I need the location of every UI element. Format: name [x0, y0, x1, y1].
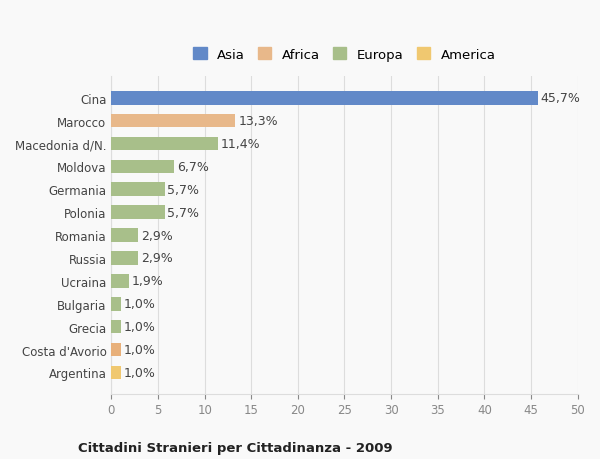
Text: 1,0%: 1,0%	[124, 297, 155, 311]
Text: 6,7%: 6,7%	[176, 161, 209, 174]
Bar	[112, 160, 174, 174]
Bar	[112, 252, 139, 265]
Bar	[112, 206, 164, 219]
Bar	[112, 366, 121, 380]
Legend: Asia, Africa, Europa, America: Asia, Africa, Europa, America	[188, 43, 501, 67]
Bar	[112, 137, 218, 151]
Text: 2,9%: 2,9%	[141, 252, 173, 265]
Bar	[112, 274, 129, 288]
Bar	[112, 320, 121, 334]
Bar	[112, 297, 121, 311]
Text: 11,4%: 11,4%	[220, 138, 260, 151]
Bar	[112, 92, 538, 106]
Bar	[112, 114, 235, 128]
Text: 13,3%: 13,3%	[238, 115, 278, 128]
Bar	[112, 183, 164, 197]
Bar	[112, 343, 121, 357]
Text: 1,0%: 1,0%	[124, 343, 155, 356]
Text: 1,0%: 1,0%	[124, 320, 155, 333]
Text: Cittadini Stranieri per Cittadinanza - 2009: Cittadini Stranieri per Cittadinanza - 2…	[78, 441, 392, 453]
Text: 45,7%: 45,7%	[541, 92, 580, 105]
Text: 5,7%: 5,7%	[167, 206, 199, 219]
Bar	[112, 229, 139, 242]
Text: 5,7%: 5,7%	[167, 184, 199, 196]
Text: 1,0%: 1,0%	[124, 366, 155, 379]
Text: 1,9%: 1,9%	[132, 275, 164, 288]
Text: 2,9%: 2,9%	[141, 229, 173, 242]
